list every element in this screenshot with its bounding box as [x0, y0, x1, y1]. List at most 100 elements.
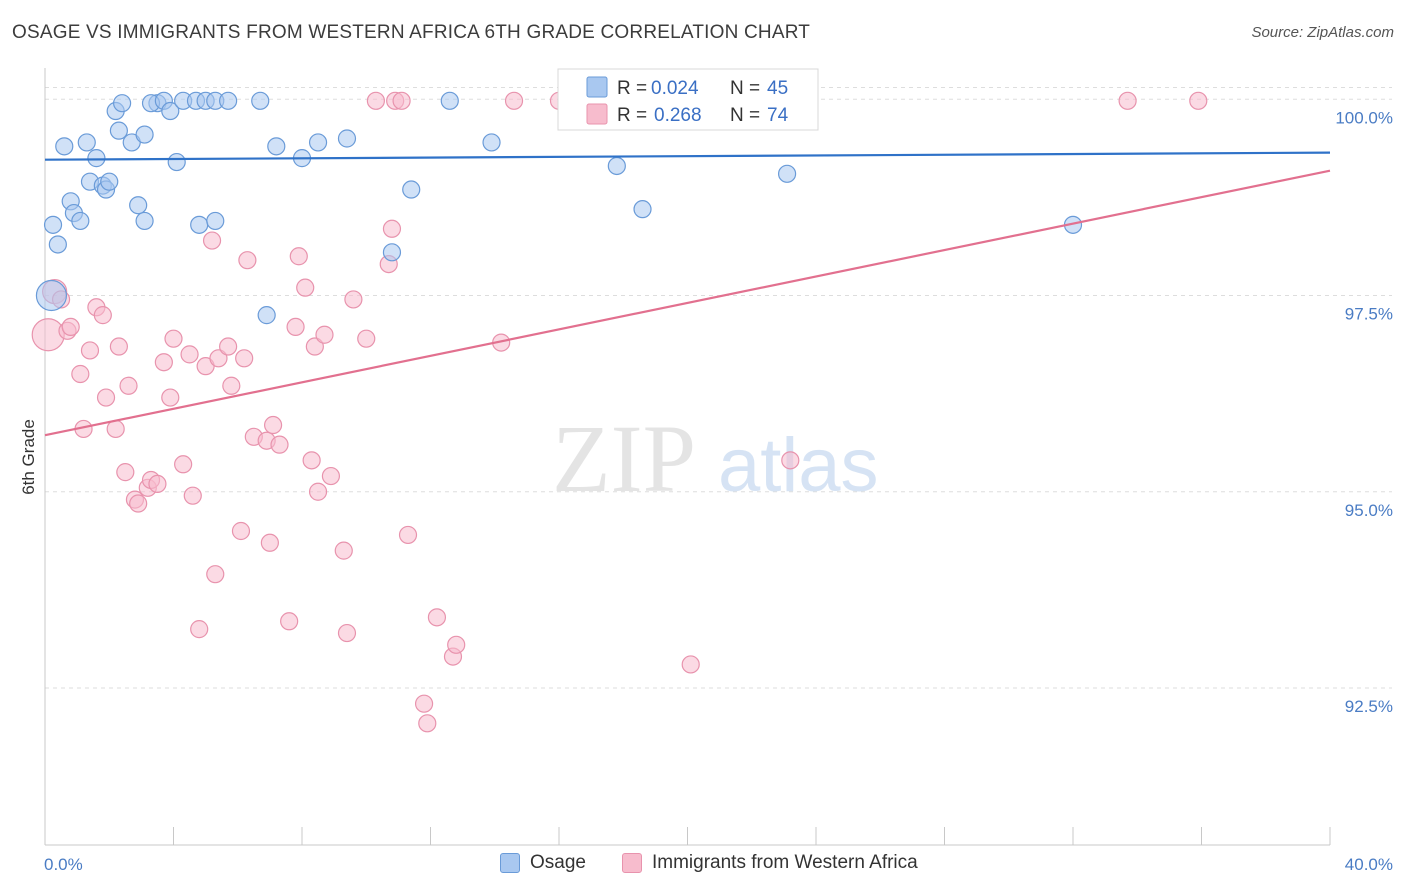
immigrants-point	[202, 231, 222, 250]
osage-point	[71, 211, 90, 231]
legend-label-immigrants: Immigrants from Western Africa	[652, 852, 918, 873]
osage-point	[112, 94, 132, 113]
x-tick-label: 0.0%	[44, 855, 83, 874]
osage-point	[43, 215, 63, 234]
immigrants-point	[427, 608, 447, 627]
immigrants-point	[447, 635, 466, 654]
osage-point	[135, 125, 154, 144]
immigrants-point	[190, 620, 209, 639]
immigrants-point	[154, 353, 173, 372]
y-tick-label: 97.5%	[1345, 305, 1393, 324]
stats-legend-swatch-immigrants	[586, 103, 608, 125]
legend-swatch-osage	[500, 853, 520, 873]
stats-legend-n-value-osage: 45	[767, 78, 788, 99]
immigrants-point	[109, 337, 128, 356]
watermark: ZIP atlas	[552, 405, 879, 512]
immigrants-point	[414, 694, 434, 713]
stats-legend-r-value-osage: 0.024	[651, 78, 699, 99]
immigrants-point	[781, 451, 800, 470]
x-tick-label: 40.0%	[1345, 855, 1393, 874]
immigrants-point	[161, 388, 180, 407]
osage-point	[135, 211, 154, 231]
immigrants-point	[1118, 91, 1137, 110]
immigrants-point	[148, 474, 167, 493]
osage-point	[55, 137, 74, 156]
osage-point	[382, 243, 402, 262]
immigrants-point	[504, 91, 524, 110]
immigrants-point	[302, 451, 321, 470]
series-osage-points	[35, 91, 1083, 325]
source-label: Source: ZipAtlas.com	[1251, 24, 1394, 41]
immigrants-point	[681, 655, 700, 674]
immigrants-point	[183, 486, 202, 505]
stats-legend-n-label-osage: N =	[730, 78, 760, 99]
immigrants-point	[61, 317, 80, 336]
osage-point	[337, 129, 357, 148]
immigrants-point	[260, 533, 279, 552]
stats-legend-n-label-immigrants: N =	[730, 105, 760, 126]
immigrants-point	[209, 349, 228, 368]
immigrants-point	[116, 463, 135, 482]
immigrants-point	[71, 364, 90, 384]
immigrants-point	[238, 251, 257, 270]
osage-point	[402, 180, 421, 199]
osage-point	[100, 172, 119, 191]
immigrants-point	[315, 325, 334, 344]
chart-title: OSAGE VS IMMIGRANTS FROM WESTERN AFRICA …	[12, 22, 811, 43]
osage-point	[77, 133, 96, 152]
immigrants-point	[344, 290, 363, 309]
y-tick-labels: 100.0% 97.5% 95.0% 92.5%	[1335, 108, 1393, 716]
osage-point	[267, 137, 286, 156]
osage-point	[129, 196, 148, 215]
axes	[44, 68, 1331, 846]
immigrants-point	[289, 247, 308, 266]
immigrants-point	[337, 623, 357, 643]
y-tick-label: 92.5%	[1345, 697, 1393, 716]
osage-point	[109, 121, 128, 140]
immigrants-point	[180, 345, 199, 364]
y-axis-label: 6th Grade	[19, 419, 38, 495]
immigrants-point	[418, 714, 437, 733]
immigrants-point	[398, 525, 418, 545]
x-tick-labels: 0.0% 40.0%	[44, 855, 1393, 874]
immigrants-point	[164, 329, 183, 348]
immigrants-point	[308, 482, 328, 501]
osage-point	[777, 164, 797, 183]
grid-lines	[45, 86, 1392, 689]
immigrants-point	[235, 349, 254, 368]
osage-point	[87, 149, 106, 168]
immigrants-point	[392, 91, 411, 110]
legend-item-osage[interactable]: Osage	[500, 852, 586, 874]
series-legend: Osage Immigrants from Western Africa	[0, 852, 1406, 878]
legend-label-osage: Osage	[530, 852, 586, 873]
y-tick-label: 95.0%	[1345, 501, 1393, 520]
osage-point	[257, 306, 276, 325]
immigrants-point	[96, 388, 116, 407]
osage-point	[607, 156, 626, 176]
trend-lines	[44, 151, 1331, 437]
stats-legend-swatch-osage	[586, 76, 608, 98]
osage-point	[167, 152, 186, 172]
watermark-zip: ZIP	[552, 405, 696, 512]
immigrants-point	[1189, 91, 1208, 110]
immigrants-point	[357, 329, 376, 348]
immigrants-point	[382, 219, 402, 238]
trend-line-immigrants	[44, 169, 1331, 437]
immigrants-point	[270, 435, 289, 454]
stats-legend: R = 0.024 N = 45 R = 0.268 N = 74	[557, 68, 819, 131]
immigrants-point	[129, 494, 148, 513]
trend-line-osage	[44, 151, 1331, 161]
osage-point	[48, 235, 67, 254]
stats-legend-r-value-immigrants: 0.268	[654, 105, 702, 126]
immigrants-point	[366, 91, 385, 110]
osage-point	[161, 101, 180, 121]
legend-item-immigrants[interactable]: Immigrants from Western Africa	[622, 852, 918, 874]
osage-point	[219, 91, 238, 110]
stats-legend-n-value-immigrants: 74	[767, 105, 789, 126]
immigrants-point	[80, 341, 100, 360]
osage-point	[190, 215, 209, 234]
immigrants-point	[222, 376, 241, 395]
immigrants-point	[119, 376, 138, 395]
osage-point	[633, 200, 652, 219]
stats-legend-r-label-immigrants: R =	[617, 105, 647, 126]
